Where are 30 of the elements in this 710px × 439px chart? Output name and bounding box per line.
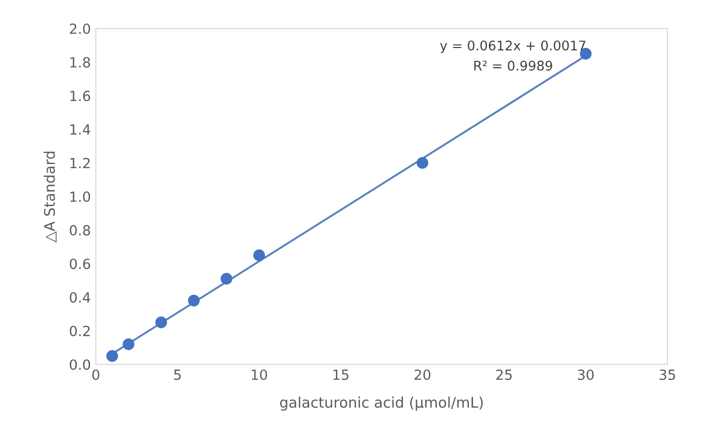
- y-tick-label: 1.2: [70, 158, 90, 168]
- x-tick-label: 35: [660, 369, 676, 380]
- annotation: y = 0.0612x + 0.0017: [440, 40, 586, 54]
- point: [122, 338, 134, 350]
- y-tick-label: 1.4: [70, 124, 90, 135]
- y-axis-title: △A Standard: [44, 152, 57, 242]
- y-tick-label: 2.0: [70, 24, 90, 34]
- point: [220, 272, 232, 285]
- y-tick-label: 0.0: [70, 359, 90, 370]
- point: [155, 316, 168, 328]
- x-tick-label: 5: [174, 370, 181, 380]
- x-tick-label: 30: [578, 369, 594, 380]
- x-tick-label: 20: [414, 369, 430, 380]
- x-tick-label: 10: [252, 369, 268, 380]
- y-tick-label: 0.2: [70, 326, 90, 336]
- y-tick-label: 0.4: [70, 292, 90, 303]
- x-tick-label: 15: [333, 370, 348, 380]
- point: [416, 157, 428, 169]
- y-tick-label: 1.6: [70, 90, 90, 102]
- y-tick-label: 0.8: [70, 225, 90, 236]
- y-tick-label: 1.0: [70, 191, 90, 202]
- y-tick-label: 1.8: [70, 57, 90, 68]
- point: [106, 350, 118, 362]
- x-tick-label: 0: [92, 369, 100, 380]
- point: [253, 249, 265, 262]
- point: [188, 294, 200, 306]
- y-tick-label: 0.6: [70, 258, 90, 270]
- x-tick-label: 25: [496, 369, 512, 380]
- x-axis-title: galacturonic acid (μmol/mL): [280, 396, 483, 411]
- annotation: R² = 0.9989: [474, 60, 552, 71]
